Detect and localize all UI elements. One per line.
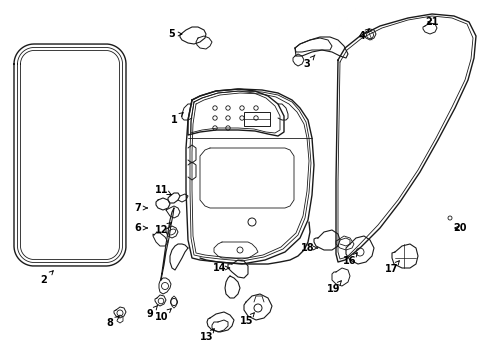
Text: 5: 5 (168, 29, 182, 39)
Text: 21: 21 (425, 17, 438, 27)
Text: 3: 3 (303, 55, 314, 69)
Text: 14: 14 (213, 263, 229, 273)
Text: 19: 19 (326, 281, 341, 294)
Text: 7: 7 (134, 203, 147, 213)
Text: 20: 20 (452, 223, 466, 233)
Text: 1: 1 (170, 113, 183, 125)
Text: 6: 6 (134, 223, 147, 233)
Text: 9: 9 (146, 305, 158, 319)
Text: 4: 4 (358, 29, 368, 41)
Text: 13: 13 (200, 329, 214, 342)
Text: 12: 12 (155, 222, 171, 235)
Text: 15: 15 (240, 313, 254, 326)
Text: 11: 11 (155, 185, 171, 195)
Text: 18: 18 (301, 243, 317, 253)
Text: 8: 8 (106, 316, 119, 328)
Text: 17: 17 (385, 261, 399, 274)
Text: 2: 2 (41, 271, 53, 285)
Text: 16: 16 (343, 253, 357, 266)
Text: 10: 10 (155, 309, 171, 322)
Bar (244, 112, 269, 126)
